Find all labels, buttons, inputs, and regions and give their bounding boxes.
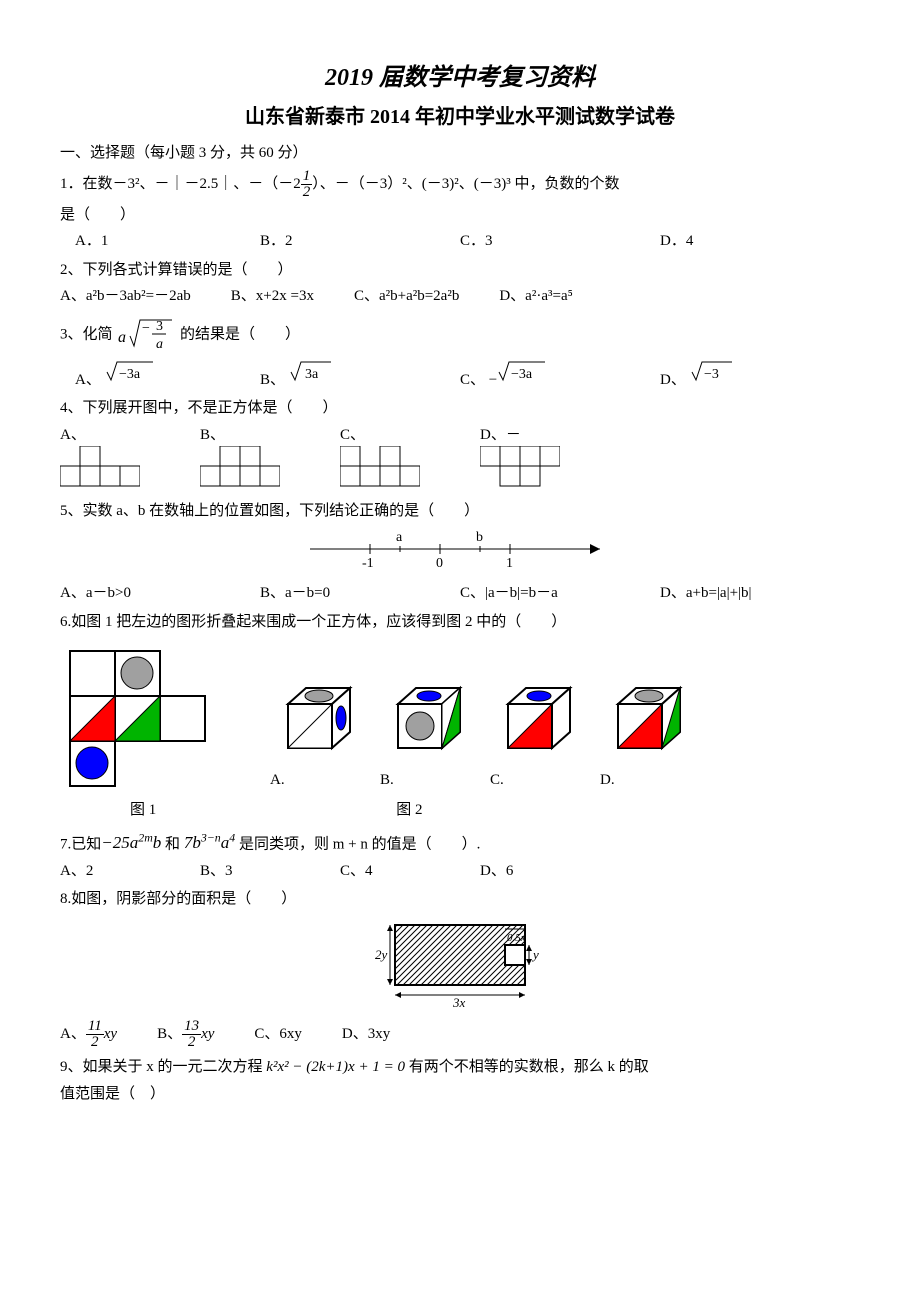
page-title: 2019 届数学中考复习资料 bbox=[60, 60, 860, 96]
q8-option-a: A、112xy bbox=[60, 1019, 117, 1050]
q6-option-a: A. bbox=[270, 676, 360, 791]
q2-option-a: A、a²b－3ab²=－2ab bbox=[60, 285, 191, 308]
q1-stem-a: 1．在数－3²、－｜－2.5｜、－（－2 bbox=[60, 175, 301, 191]
number-line: a b -1 0 1 bbox=[60, 527, 860, 579]
svg-text:0.5x: 0.5x bbox=[507, 932, 526, 944]
svg-text:a: a bbox=[396, 530, 403, 545]
svg-text:b: b bbox=[476, 530, 483, 545]
page-subtitle: 山东省新泰市 2014 年初中学业水平测试数学试卷 bbox=[60, 102, 860, 132]
q3-option-d: D、 −3 bbox=[660, 360, 860, 392]
svg-text:y: y bbox=[531, 947, 539, 962]
q4-figures: A、 B、 C、 bbox=[60, 424, 860, 491]
question-7: 7.已知−25a2mb 和 7b3−na4 是同类项，则 m + n 的值是（ … bbox=[60, 830, 860, 856]
q6-figures: A. B. C. D. bbox=[60, 641, 860, 791]
q1-option-d: D．4 bbox=[660, 230, 860, 253]
question-5: 5、实数 a、b 在数轴上的位置如图，下列结论正确的是（ ） bbox=[60, 500, 860, 523]
q6-option-b: B. bbox=[380, 676, 470, 791]
q5-option-b: B、a－b=0 bbox=[260, 582, 460, 605]
net-a-icon bbox=[60, 446, 140, 490]
svg-text:a: a bbox=[156, 337, 163, 352]
q8-option-d: D、3xy bbox=[342, 1023, 390, 1046]
question-4: 4、下列展开图中，不是正方体是（ ） bbox=[60, 397, 860, 420]
q5-options: A、a－b>0 B、a－b=0 C、|a－b|=b－a D、a+b=|a|+|b… bbox=[60, 582, 860, 605]
q6-option-c: C. bbox=[490, 676, 580, 791]
q1-stem-c: 是（ ） bbox=[60, 204, 860, 227]
cube-c-icon bbox=[490, 676, 580, 761]
question-6: 6.如图 1 把左边的图形折叠起来围成一个正方体，应该得到图 2 中的（ ） bbox=[60, 611, 860, 634]
q1-options: A．1 B．2 C．3 D．4 bbox=[60, 230, 860, 253]
cube-net-icon bbox=[60, 641, 250, 791]
svg-text:0: 0 bbox=[436, 556, 443, 571]
q4-option-c: C、 bbox=[340, 424, 420, 491]
question-2: 2、下列各式计算错误的是（ ） bbox=[60, 259, 860, 282]
svg-text:−: − bbox=[142, 321, 150, 336]
sqrt-icon: −3a bbox=[105, 360, 155, 384]
q7-options: A、2 B、3 C、4 D、6 bbox=[60, 860, 860, 883]
sqrt-icon: −3a bbox=[497, 360, 547, 384]
q2-options: A、a²b－3ab²=－2ab B、x+2x =3x C、a²b+a²b=2a²… bbox=[60, 285, 860, 308]
q7-option-a: A、2 bbox=[60, 860, 160, 883]
section-heading: 一、选择题（每小题 3 分，共 60 分） bbox=[60, 142, 860, 165]
svg-text:3: 3 bbox=[156, 319, 163, 334]
q1-option-a: A．1 bbox=[60, 230, 260, 253]
question-8: 8.如图，阴影部分的面积是（ ） bbox=[60, 888, 860, 911]
q8-option-b: B、132xy bbox=[157, 1019, 214, 1050]
q6-option-d: D. bbox=[600, 676, 690, 791]
fig2-label: 图 2 bbox=[396, 799, 422, 822]
q3-options: A、 −3a B、 3a C、 −−3a D、 −3 bbox=[60, 360, 860, 392]
question-1: 1．在数－3²、－｜－2.5｜、－（－212）、－（－3）²、(－3)²、(－3… bbox=[60, 169, 860, 200]
q2-option-b: B、x+2x =3x bbox=[231, 285, 314, 308]
q5-option-a: A、a－b>0 bbox=[60, 582, 260, 605]
question-9: 9、如果关于 x 的一元二次方程 k²x² − (2k+1)x + 1 = 0 … bbox=[60, 1056, 860, 1079]
q3-option-c: C、 −−3a bbox=[460, 360, 660, 392]
svg-text:−3a: −3a bbox=[119, 367, 141, 382]
shaded-rect-icon: 2y 0.5x y 3x bbox=[365, 915, 555, 1010]
q3-expr: a − 3 a bbox=[116, 314, 176, 356]
svg-text:−3: −3 bbox=[704, 367, 719, 382]
svg-text:3x: 3x bbox=[452, 995, 466, 1010]
q3-stem-a: 3、化简 bbox=[60, 326, 113, 342]
q7-option-d: D、6 bbox=[480, 860, 580, 883]
q7-option-c: C、4 bbox=[340, 860, 440, 883]
fig1-label: 图 1 bbox=[130, 799, 156, 822]
q8-options: A、112xy B、132xy C、6xy D、3xy bbox=[60, 1019, 860, 1050]
q7-option-b: B、3 bbox=[200, 860, 300, 883]
sqrt-icon: −3 bbox=[690, 360, 734, 384]
number-line-icon: a b -1 0 1 bbox=[300, 527, 620, 571]
net-b-icon bbox=[200, 446, 280, 490]
fraction-half: 12 bbox=[301, 169, 313, 200]
svg-text:−3a: −3a bbox=[511, 367, 533, 382]
q1-option-c: C．3 bbox=[460, 230, 660, 253]
q5-option-d: D、a+b=|a|+|b| bbox=[660, 582, 860, 605]
cube-a-icon bbox=[270, 676, 360, 761]
q8-option-c: C、6xy bbox=[254, 1023, 302, 1046]
q8-figure: 2y 0.5x y 3x bbox=[60, 915, 860, 1018]
q1-option-b: B．2 bbox=[260, 230, 460, 253]
q6-figure-labels: 图 1 图 2 bbox=[60, 799, 860, 822]
svg-text:1: 1 bbox=[506, 556, 513, 571]
net-c-icon bbox=[340, 446, 420, 490]
q3-option-b: B、 3a bbox=[260, 360, 460, 392]
svg-text:3a: 3a bbox=[305, 367, 319, 382]
question-3: 3、化简 a − 3 a 的结果是（ ） bbox=[60, 314, 860, 356]
sqrt-icon: 3a bbox=[289, 360, 333, 384]
svg-text:2y: 2y bbox=[375, 947, 388, 962]
q4-option-b: B、 bbox=[200, 424, 280, 491]
svg-text:a: a bbox=[118, 329, 126, 346]
cube-b-icon bbox=[380, 676, 470, 761]
q3-stem-b: 的结果是（ ） bbox=[180, 326, 300, 342]
sqrt-frac-icon: a − 3 a bbox=[116, 314, 176, 356]
q2-option-c: C、a²b+a²b=2a²b bbox=[354, 285, 459, 308]
q2-option-d: D、a²·a³=a⁵ bbox=[499, 285, 572, 308]
q9-stem-c: 值范围是（ ） bbox=[60, 1083, 860, 1106]
q4-option-a: A、 bbox=[60, 424, 140, 491]
svg-text:-1: -1 bbox=[362, 556, 374, 571]
q3-option-a: A、 −3a bbox=[60, 360, 260, 392]
q4-option-d: D、－ bbox=[480, 424, 560, 491]
q5-option-c: C、|a－b|=b－a bbox=[460, 582, 660, 605]
cube-d-icon bbox=[600, 676, 690, 761]
q1-stem-b: ）、－（－3）²、(－3)²、(－3)³ 中，负数的个数 bbox=[312, 175, 619, 191]
net-d-icon bbox=[480, 446, 560, 490]
